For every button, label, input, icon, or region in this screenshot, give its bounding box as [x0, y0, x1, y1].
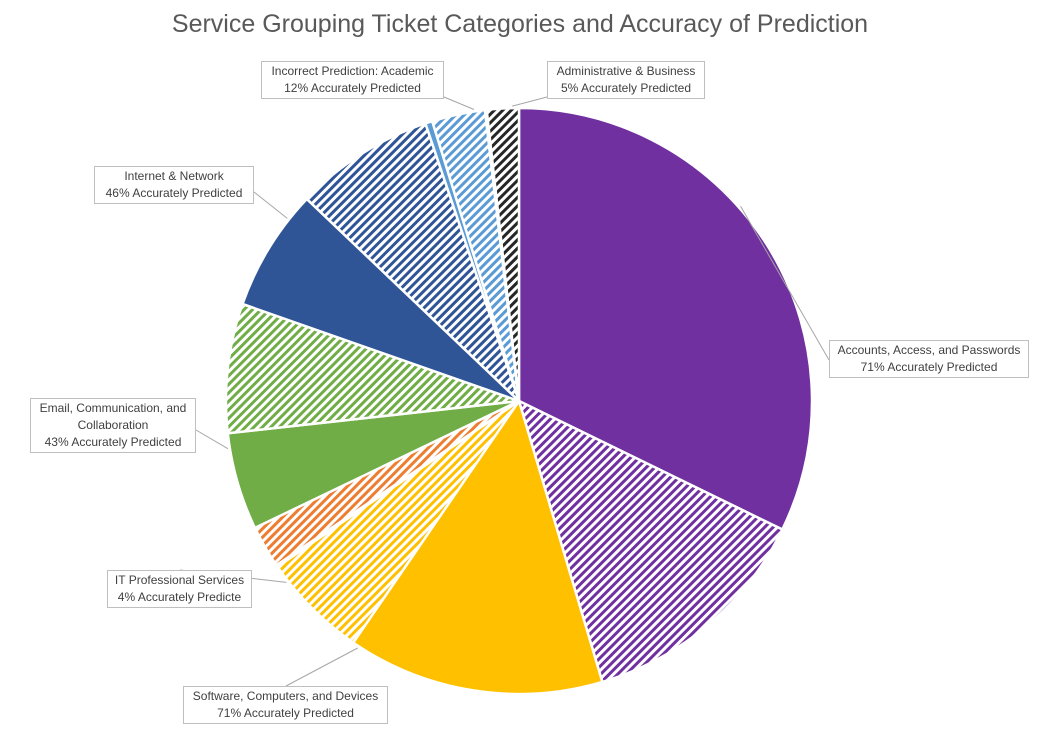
callout-line: Software, Computers, and Devices [192, 689, 379, 703]
callout-line: 71% Accurately Predicted [217, 706, 354, 720]
callout-internet: Internet & Network 46% Accurately Predict… [94, 166, 254, 204]
callout-line: Internet & Network [124, 169, 224, 183]
callout-line: 43% Accurately Predicted [44, 435, 182, 449]
leader-line-administrative [512, 96, 548, 107]
callout-line: Accounts, Access, and Passwords [837, 343, 1021, 357]
callout-accounts: Accounts, Access, and Passwords 71% Accur… [829, 340, 1029, 378]
leader-line-software [285, 647, 358, 687]
callout-line: 5% Accurately Predicted [560, 81, 692, 95]
pie-slice-email-incorrect [224, 302, 520, 435]
callout-line: 46% Accurately Predicted [105, 186, 243, 200]
pie-slice-software-correct [351, 398, 604, 696]
callout-line: Collaboration [77, 418, 149, 432]
callout-line: Incorrect Prediction: Academic [271, 64, 434, 78]
callout-line: IT Professional Services [114, 573, 245, 587]
pie-slice-internet-correct [240, 197, 520, 403]
callout-administrative: Administrative & Business 5% Accurately P… [547, 61, 705, 99]
pie-slice-accounts-incorrect [516, 398, 784, 684]
leader-line-internet [253, 191, 288, 219]
callout-software: Software, Computers, and Devices 71% Accu… [183, 686, 388, 724]
pie-slice-internet-incorrect [305, 121, 521, 402]
callout-line: 71% Accurately Predicted [860, 360, 998, 374]
callout-academic: Incorrect Prediction: Academic 12% Accura… [261, 61, 444, 99]
pie-slice-accounts-correct [517, 106, 814, 532]
pie-slices [224, 106, 814, 696]
leader-line-accounts [740, 206, 830, 361]
leader-lines [179, 96, 830, 687]
callout-line: 4% Accurately Predicte [117, 590, 242, 604]
callout-it-professional: IT Professional Services 4% Accurately Pr… [107, 570, 252, 608]
callout-line: Email, Communication, and [39, 401, 187, 415]
callout-line: Administrative & Business [556, 64, 696, 78]
pie-slice-administrative-incorrect [485, 106, 521, 402]
callout-email: Email, Communication, and Collaboration 43… [30, 398, 196, 453]
leader-line-academic [443, 96, 475, 110]
leader-line-email [195, 429, 229, 450]
callout-line: 12% Accurately Predicted [284, 81, 421, 95]
chart-title: Service Grouping Ticket Categories and A… [171, 10, 869, 38]
